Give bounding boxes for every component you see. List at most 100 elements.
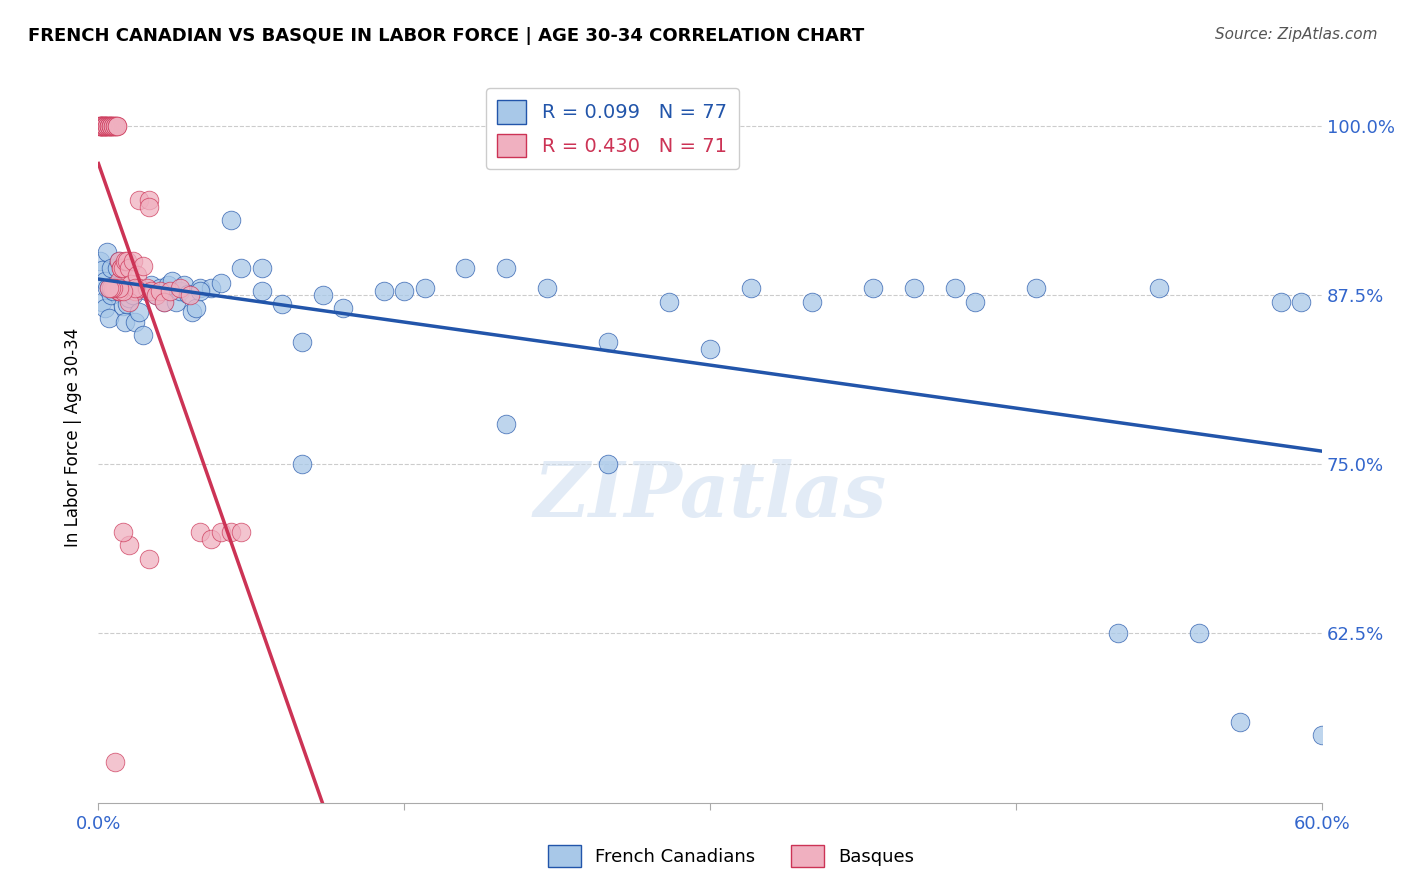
- Point: [108, 281, 131, 295]
- Point: [118, 291, 141, 305]
- Point: [96, 119, 118, 133]
- Point: [159, 284, 181, 298]
- Point: [97, 281, 120, 295]
- Point: [149, 284, 172, 298]
- Point: [270, 297, 294, 311]
- Point: [181, 305, 204, 319]
- Point: [108, 284, 131, 298]
- Point: [118, 260, 141, 275]
- Text: FRENCH CANADIAN VS BASQUE IN LABOR FORCE | AGE 30-34 CORRELATION CHART: FRENCH CANADIAN VS BASQUE IN LABOR FORCE…: [28, 27, 865, 45]
- Point: [943, 281, 966, 295]
- Point: [598, 335, 620, 350]
- Point: [118, 294, 141, 309]
- Point: [108, 284, 131, 298]
- Point: [111, 284, 134, 298]
- Point: [1270, 294, 1292, 309]
- Point: [104, 278, 127, 293]
- Point: [108, 274, 131, 288]
- Point: [105, 119, 128, 133]
- Point: [219, 213, 242, 227]
- Point: [100, 119, 122, 133]
- Point: [93, 119, 115, 133]
- Point: [91, 119, 114, 133]
- Point: [97, 119, 120, 133]
- Point: [104, 119, 127, 133]
- Point: [100, 288, 122, 302]
- Point: [1188, 626, 1211, 640]
- Point: [413, 281, 436, 295]
- Point: [100, 119, 122, 133]
- Point: [149, 281, 172, 295]
- Point: [93, 274, 115, 288]
- Point: [89, 119, 111, 133]
- Point: [132, 260, 155, 274]
- Point: [1310, 728, 1333, 742]
- Point: [91, 119, 114, 133]
- Point: [93, 119, 115, 133]
- Point: [169, 284, 191, 298]
- Point: [97, 310, 120, 325]
- Point: [128, 193, 150, 207]
- Point: [110, 260, 132, 275]
- Point: [132, 328, 155, 343]
- Point: [699, 342, 721, 356]
- Point: [1291, 294, 1313, 309]
- Point: [104, 281, 127, 295]
- Point: [97, 119, 120, 133]
- Point: [965, 294, 987, 309]
- Point: [801, 294, 824, 309]
- Point: [136, 281, 159, 295]
- Point: [108, 284, 131, 298]
- Point: [250, 260, 273, 275]
- Point: [91, 294, 114, 309]
- Point: [177, 286, 200, 301]
- Point: [1025, 281, 1047, 295]
- Point: [219, 524, 242, 539]
- Point: [291, 335, 314, 350]
- Point: [392, 284, 416, 298]
- Point: [1107, 626, 1129, 640]
- Point: [97, 119, 120, 133]
- Point: [200, 281, 222, 295]
- Point: [495, 260, 517, 275]
- Point: [89, 119, 111, 133]
- Point: [114, 315, 136, 329]
- Point: [101, 119, 124, 133]
- Point: [658, 294, 681, 309]
- Point: [173, 278, 195, 293]
- Point: [495, 417, 517, 431]
- Point: [91, 119, 114, 133]
- Point: [118, 538, 141, 552]
- Point: [93, 119, 115, 133]
- Point: [231, 260, 253, 275]
- Point: [100, 260, 122, 275]
- Point: [124, 284, 146, 298]
- Point: [373, 284, 395, 298]
- Point: [89, 254, 111, 268]
- Point: [100, 119, 122, 133]
- Point: [105, 260, 128, 275]
- Legend: French Canadians, Basques: French Canadians, Basques: [541, 838, 921, 874]
- Point: [91, 119, 114, 133]
- Point: [93, 119, 115, 133]
- Point: [101, 119, 124, 133]
- Point: [138, 552, 160, 566]
- Point: [122, 254, 145, 268]
- Point: [124, 281, 146, 295]
- Point: [145, 288, 167, 302]
- Point: [291, 457, 314, 471]
- Point: [115, 254, 138, 268]
- Point: [160, 274, 183, 288]
- Point: [188, 281, 212, 295]
- Point: [454, 260, 477, 275]
- Point: [96, 119, 118, 133]
- Point: [91, 263, 114, 277]
- Point: [152, 294, 174, 309]
- Point: [128, 305, 150, 319]
- Point: [104, 119, 127, 133]
- Point: [89, 119, 111, 133]
- Point: [332, 301, 354, 316]
- Point: [188, 524, 212, 539]
- Point: [97, 281, 120, 295]
- Y-axis label: In Labor Force | Age 30-34: In Labor Force | Age 30-34: [65, 327, 83, 547]
